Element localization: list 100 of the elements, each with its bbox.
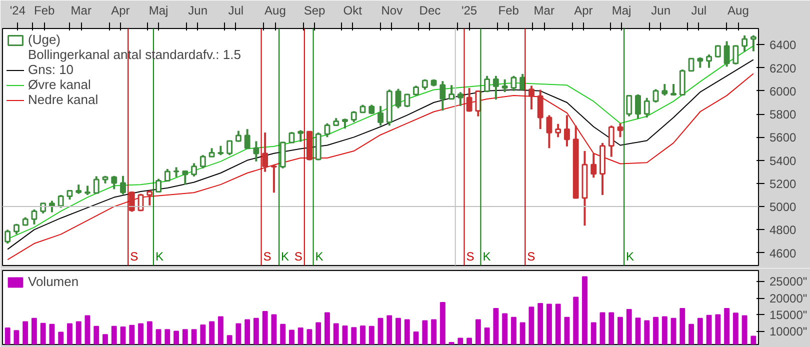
candlestick	[564, 114, 570, 148]
candlestick	[350, 110, 357, 124]
candlestick	[378, 104, 384, 127]
x-tick-label: Mar	[534, 4, 554, 18]
x-tick-label: '25	[461, 4, 478, 18]
y-tick-label: 4800	[770, 223, 797, 238]
candlestick	[732, 44, 739, 66]
candlestick	[288, 130, 295, 144]
candlestick	[724, 40, 730, 68]
ref-line-label: K	[482, 250, 491, 264]
candlestick	[342, 118, 348, 130]
candlestick	[93, 175, 100, 194]
x-tick-label: Feb	[34, 4, 56, 18]
candlestick	[662, 82, 668, 97]
y-tick-label: 5000	[770, 200, 797, 214]
candlestick	[156, 178, 162, 194]
y-tick-label: 5400	[770, 154, 797, 168]
candlestick	[555, 122, 562, 138]
x-tick-label: '24	[10, 4, 26, 18]
y-tick-label: 20000"	[770, 291, 808, 306]
candlestick	[484, 74, 490, 94]
candlestick	[466, 87, 472, 113]
candlestick	[66, 189, 73, 201]
candlestick	[697, 56, 704, 69]
candlestick	[502, 78, 508, 94]
ref-line-label: K	[626, 250, 634, 264]
candlestick	[706, 54, 712, 69]
candlestick	[49, 200, 55, 214]
candlestick	[324, 122, 330, 138]
y-tick-label: 25000"	[770, 274, 808, 289]
x-tick-label: Aug	[728, 4, 749, 18]
candlestick	[590, 152, 597, 179]
candlestick	[270, 164, 277, 194]
candlestick	[528, 84, 534, 110]
legend-label: Nedre kanal	[28, 92, 98, 107]
candlestick	[546, 114, 552, 150]
candlestick	[608, 124, 614, 158]
candlestick	[76, 184, 82, 195]
x-tick-label: Dec	[419, 4, 441, 18]
x-tick-label: Aug	[264, 4, 286, 18]
x-tick-label: Jun	[188, 4, 208, 18]
candlestick	[448, 84, 455, 101]
legend-label: (Uge)	[28, 32, 61, 47]
candlestick	[395, 88, 402, 110]
candlestick	[537, 88, 544, 130]
candlestick	[200, 154, 206, 170]
candlestick	[714, 44, 721, 58]
candlestick	[617, 122, 624, 138]
x-tick-label: Maj	[612, 4, 632, 18]
candlestick	[510, 74, 517, 92]
x-tick-label: Nov	[381, 4, 403, 18]
candlestick	[120, 174, 126, 196]
ref-line-label: S	[130, 250, 138, 264]
candlestick	[422, 78, 428, 91]
x-tick-label: Apr	[574, 4, 593, 18]
candlestick	[31, 208, 38, 226]
candlestick	[128, 190, 135, 213]
y-tick-label: 5200	[770, 176, 797, 191]
legend-label: Øvre kanal	[28, 77, 91, 92]
x-tick-label: Jul	[691, 4, 707, 18]
candlestick	[652, 88, 659, 104]
candlestick	[742, 34, 748, 53]
ref-line-label: K	[315, 250, 324, 264]
ref-line-label: S	[263, 250, 272, 264]
candlestick	[644, 96, 650, 119]
candlestick	[404, 92, 410, 108]
candlestick	[182, 170, 188, 186]
candlestick	[4, 228, 11, 245]
candlestick	[218, 144, 224, 156]
candlestick	[58, 194, 64, 209]
candlestick	[688, 58, 694, 72]
x-tick-label: Feb	[498, 4, 520, 18]
y-tick-label: 10000"	[770, 324, 808, 338]
x-tick-label: Okt	[343, 4, 363, 18]
candlestick	[457, 91, 464, 107]
candlestick	[235, 130, 242, 143]
candlestick	[226, 140, 233, 156]
candlestick	[750, 34, 756, 52]
x-tick-label: Apr	[111, 4, 130, 18]
candlestick	[253, 140, 260, 162]
candlestick	[635, 93, 641, 120]
ref-line-label: K	[155, 250, 164, 264]
candlestick	[13, 222, 20, 236]
legend-label: Volumen	[28, 274, 79, 289]
candlestick	[244, 128, 250, 150]
candlestick	[679, 68, 686, 97]
x-tick-label: Jul	[228, 4, 244, 18]
y-tick-label: 6200	[770, 61, 797, 76]
candlestick	[298, 129, 304, 143]
y-tick-label: 4600	[770, 246, 797, 260]
candlestick	[262, 132, 268, 173]
y-tick-label: 6400	[770, 38, 797, 52]
ref-line-label: K	[281, 250, 290, 264]
candlestick	[111, 174, 118, 190]
legend-label: Gns: 10	[28, 62, 74, 77]
x-tick-label: Jun	[651, 4, 671, 18]
y-tick-label: 5800	[770, 108, 797, 122]
ref-line-label: S	[527, 250, 536, 264]
candlestick	[146, 189, 153, 206]
candlestick	[626, 94, 632, 118]
